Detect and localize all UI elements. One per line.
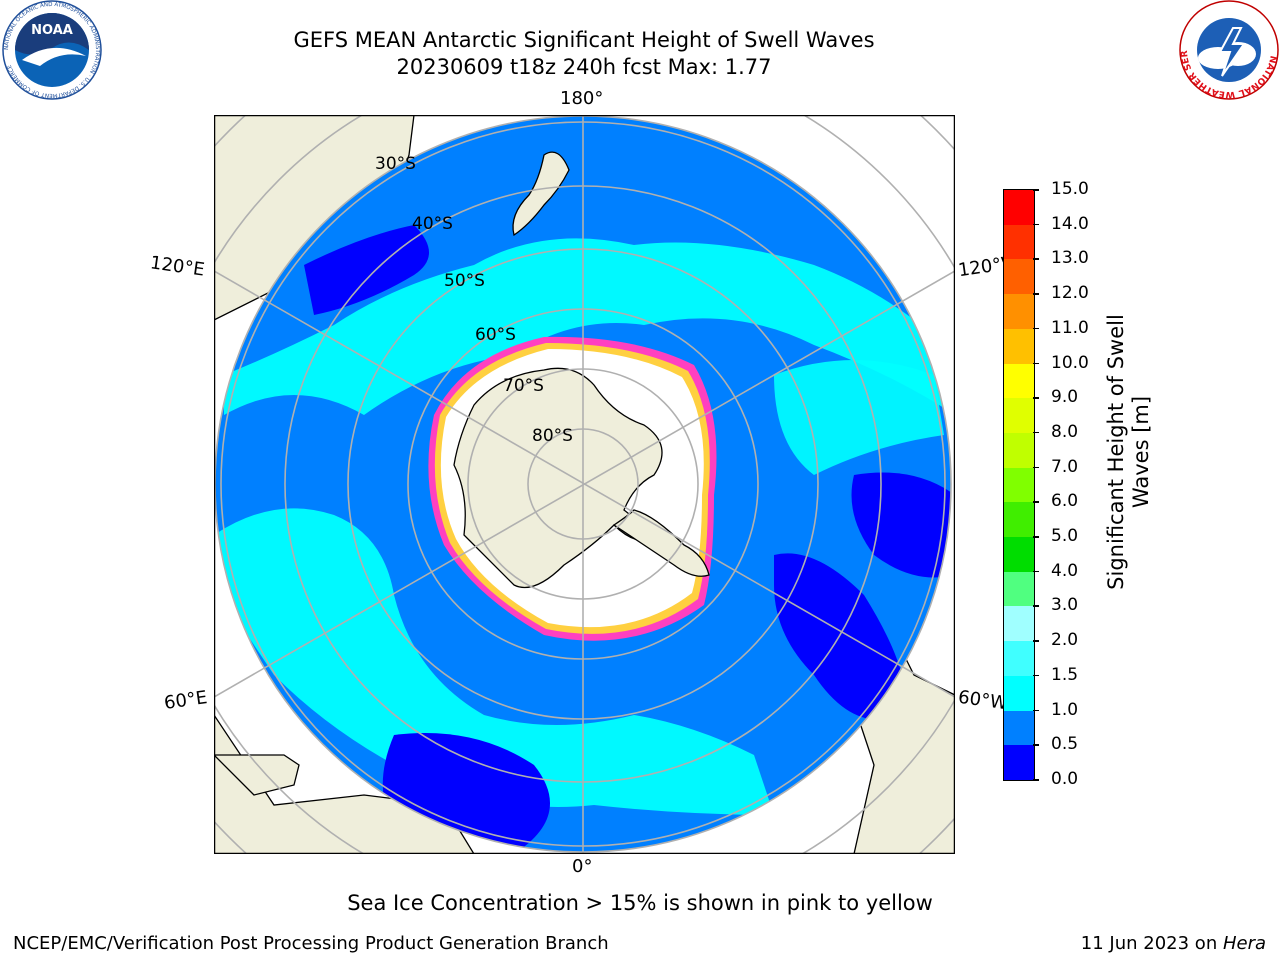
footer-branch: NCEP/EMC/Verification Post Processing Pr… xyxy=(13,933,609,954)
lat-label-50s: 50°S xyxy=(444,271,485,291)
footer-host: Hera xyxy=(1222,933,1266,954)
lon-label-60w: 60°W xyxy=(956,686,1009,715)
map-frame xyxy=(214,115,955,854)
colorbar-tick-mark xyxy=(1033,362,1039,365)
colorbar-tick-label: 12.0 xyxy=(1051,283,1089,304)
colorbar-tick-label: 1.0 xyxy=(1051,699,1079,720)
colorbar-tick-mark xyxy=(1033,605,1039,607)
colorbar-segment-1 xyxy=(1004,710,1034,746)
colorbar-tick-mark xyxy=(1033,258,1039,260)
new-zealand-landmass xyxy=(512,151,570,237)
colorbar-tick-mark xyxy=(1033,501,1039,503)
meridian-lines xyxy=(214,115,955,854)
colorbar-tick-label: 10.0 xyxy=(1051,352,1089,373)
colorbar-tick-mark xyxy=(1033,674,1039,677)
colorbar-tick-label: 2.0 xyxy=(1051,630,1079,651)
colorbar-segment-8 xyxy=(1004,467,1034,503)
colorbar-tick-mark xyxy=(1033,640,1039,642)
lat-label-60s: 60°S xyxy=(475,325,516,345)
colorbar-segment-11 xyxy=(1004,363,1034,399)
colorbar-tick-label: 4.0 xyxy=(1051,560,1079,581)
colorbar-tick-mark xyxy=(1033,536,1039,538)
colorbar-tick-mark xyxy=(1033,293,1039,295)
colorbar-tick-label: 8.0 xyxy=(1051,421,1079,442)
colorbar-tick-label: 3.0 xyxy=(1051,595,1079,616)
colorbar-segment-10 xyxy=(1004,398,1034,433)
lon-label-180: 180° xyxy=(560,88,604,109)
colorbar-tick-label: 7.0 xyxy=(1051,456,1079,477)
colorbar-tick-mark xyxy=(1033,466,1039,469)
swell-patch-east xyxy=(774,360,944,475)
colorbar-segment-13 xyxy=(1004,294,1034,329)
madagascar-landmass xyxy=(214,754,300,796)
colorbar-tick-mark xyxy=(1033,397,1039,399)
colorbar-segment-15 xyxy=(1004,224,1034,260)
colorbar-segment-0 xyxy=(1004,745,1034,780)
colorbar-label: Significant Height of Swell Waves [m] xyxy=(1104,314,1153,590)
colorbar-tick-label: 15.0 xyxy=(1051,179,1089,199)
colorbar-tick-label: 0.5 xyxy=(1051,734,1079,755)
colorbar-tick-label: 9.0 xyxy=(1051,387,1079,408)
colorbar-tick-mark xyxy=(1033,779,1039,781)
colorbar-segment-14 xyxy=(1004,259,1034,295)
antarctic-peninsula xyxy=(612,509,710,577)
map-subtitle: 20230609 t18z 240h fcst Max: 1.77 xyxy=(396,55,772,79)
sea-ice-note: Sea Ice Concentration > 15% is shown in … xyxy=(347,891,933,915)
colorbar-tick-mark xyxy=(1033,223,1039,226)
noaa-logo-text: NOAA xyxy=(31,23,73,38)
lat-label-70s: 70°S xyxy=(503,376,544,396)
colorbar-tick-label: 5.0 xyxy=(1051,526,1079,547)
lat-label-80s: 80°S xyxy=(532,426,573,446)
colorbar-segment-9 xyxy=(1004,432,1034,468)
swell-band-south xyxy=(215,508,774,815)
colorbar-segment-2 xyxy=(1004,675,1034,711)
colorbar-tick-mark xyxy=(1033,744,1039,746)
colorbar-tick-mark xyxy=(1033,570,1039,573)
nws-logo: NATIONAL WEATHER SERVICE xyxy=(1178,0,1279,100)
colorbar-label-wrap: Significant Height of Swell Waves [m] xyxy=(1044,72,1153,590)
colorbar-segment-6 xyxy=(1004,537,1034,572)
colorbar-tick-label: 14.0 xyxy=(1051,213,1089,234)
lon-label-60e: 60°E xyxy=(162,687,209,714)
noaa-logo: NATIONAL OCEANIC AND ATMOSPHERIC ADMINIS… xyxy=(2,0,102,100)
colorbar-ticks: 0.0 0.5 1.0 1.5 2.0 3.0 4.0 5.0 6.0 7.0 8.0 9.0 10.0… xyxy=(1033,179,1101,791)
colorbar-segment-7 xyxy=(1004,502,1034,538)
colorbar-segment-5 xyxy=(1004,571,1034,607)
colorbar-tick-label: 13.0 xyxy=(1051,248,1089,269)
swell-band-north xyxy=(224,238,951,415)
lat-label-30s: 30°S xyxy=(375,154,416,174)
low-swell-tasman xyxy=(304,225,429,315)
colorbar-tick-mark xyxy=(1033,189,1039,191)
colorbar-segment-3 xyxy=(1004,641,1034,676)
colorbar-tick-label: 11.0 xyxy=(1051,317,1089,338)
antarctic-polar-map: 30°S 40°S 50°S 60°S 70°S 80°S xyxy=(214,115,955,854)
lon-label-120e: 120°E xyxy=(148,252,206,281)
colorbar-segment-16 xyxy=(1004,190,1034,225)
colorbar xyxy=(1003,189,1035,781)
colorbar-segment-4 xyxy=(1004,606,1034,642)
colorbar-tick-label: 1.5 xyxy=(1051,664,1079,685)
colorbar-tick-label: 6.0 xyxy=(1051,491,1079,512)
colorbar-tick-mark xyxy=(1033,431,1039,434)
colorbar-tick-mark xyxy=(1033,327,1039,330)
colorbar-tick-label: 0.0 xyxy=(1051,769,1079,789)
lon-label-0: 0° xyxy=(572,856,593,877)
colorbar-tick-mark xyxy=(1033,709,1039,712)
colorbar-segment-12 xyxy=(1004,328,1034,364)
low-swell-pacific xyxy=(851,472,951,578)
map-title: GEFS MEAN Antarctic Significant Height o… xyxy=(293,28,875,52)
lat-label-40s: 40°S xyxy=(412,214,453,234)
footer-date: 11 Jun 2023 on Hera xyxy=(1080,933,1266,954)
